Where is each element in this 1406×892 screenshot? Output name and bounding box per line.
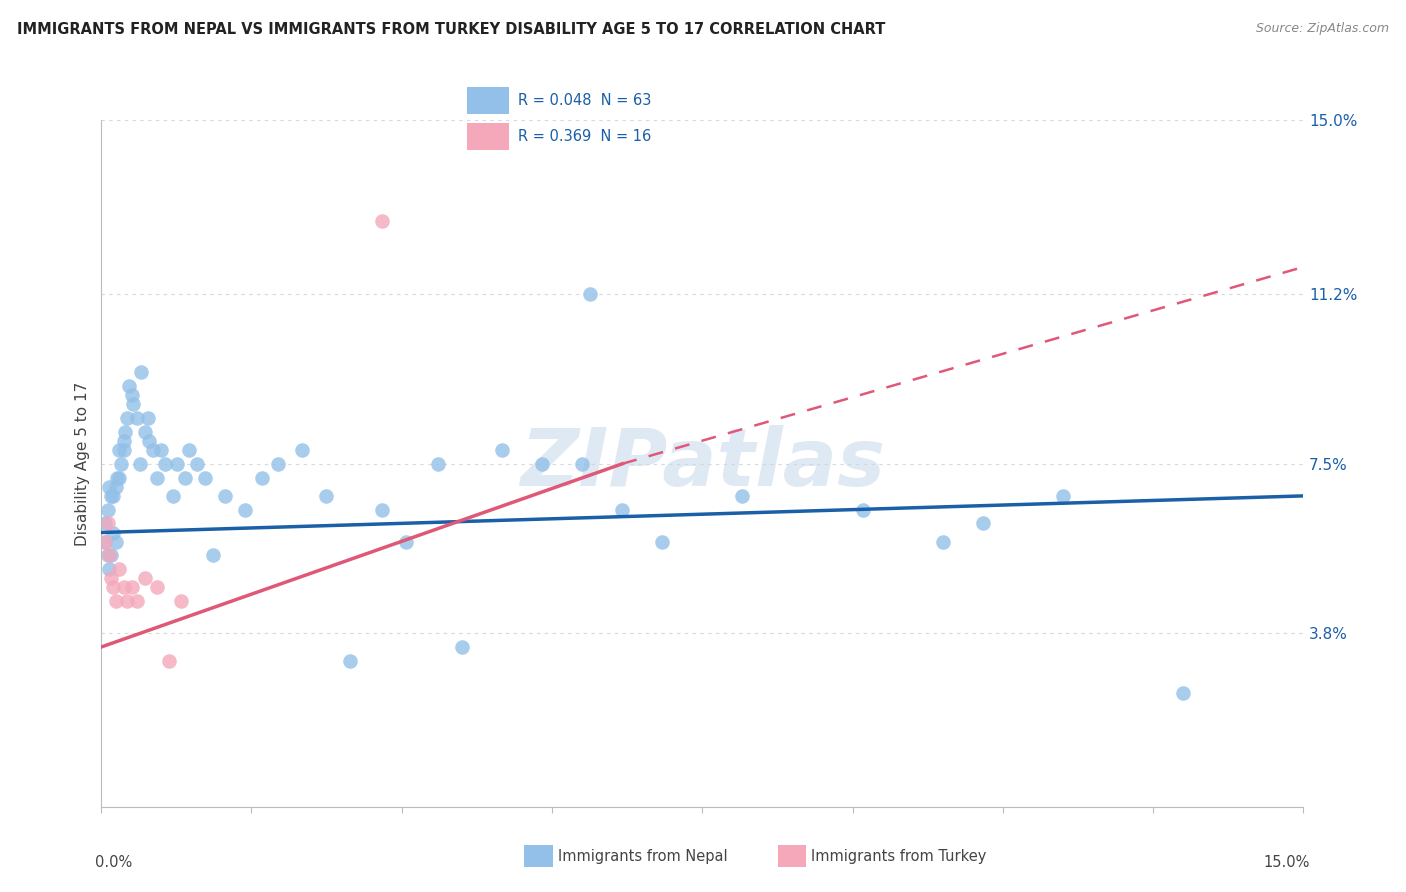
Point xyxy=(194,470,217,484)
Point xyxy=(104,480,127,494)
Point xyxy=(94,516,117,531)
Point xyxy=(115,594,138,608)
Point xyxy=(451,640,474,654)
Text: R = 0.048  N = 63: R = 0.048 N = 63 xyxy=(519,93,652,108)
Point xyxy=(235,502,257,516)
Point xyxy=(112,443,135,458)
Point xyxy=(100,489,122,503)
Text: ZIPatlas: ZIPatlas xyxy=(520,425,884,503)
Point xyxy=(115,411,138,425)
Point xyxy=(108,443,131,458)
FancyBboxPatch shape xyxy=(467,87,509,113)
Point xyxy=(491,443,513,458)
Point xyxy=(118,379,141,393)
Point xyxy=(94,534,117,549)
Point xyxy=(1052,489,1074,503)
Point xyxy=(1173,686,1195,700)
Point xyxy=(266,457,288,471)
Point xyxy=(104,594,127,608)
FancyBboxPatch shape xyxy=(467,123,509,150)
Point xyxy=(166,457,188,471)
Point xyxy=(105,470,128,484)
Point xyxy=(97,502,120,516)
Text: Immigrants from Nepal: Immigrants from Nepal xyxy=(558,849,728,863)
Point xyxy=(250,470,273,484)
Point xyxy=(571,457,593,471)
Point xyxy=(114,425,136,439)
Point xyxy=(852,502,875,516)
Point xyxy=(110,457,132,471)
Point xyxy=(136,411,159,425)
Point xyxy=(127,594,149,608)
Point xyxy=(121,581,143,595)
Point xyxy=(97,516,120,531)
Point xyxy=(932,534,955,549)
Text: Immigrants from Turkey: Immigrants from Turkey xyxy=(811,849,987,863)
Text: 0.0%: 0.0% xyxy=(96,855,132,871)
Point xyxy=(103,489,125,503)
Point xyxy=(122,397,145,411)
Point xyxy=(972,516,994,531)
Text: IMMIGRANTS FROM NEPAL VS IMMIGRANTS FROM TURKEY DISABILITY AGE 5 TO 17 CORRELATI: IMMIGRANTS FROM NEPAL VS IMMIGRANTS FROM… xyxy=(17,22,886,37)
Point xyxy=(100,549,122,563)
Point xyxy=(146,470,169,484)
Point xyxy=(98,549,121,563)
Point xyxy=(94,534,117,549)
Point xyxy=(108,470,131,484)
Point xyxy=(121,388,143,402)
Point xyxy=(162,489,184,503)
Y-axis label: Disability Age 5 to 17: Disability Age 5 to 17 xyxy=(75,382,90,546)
Point xyxy=(291,443,314,458)
Point xyxy=(134,425,156,439)
Point xyxy=(108,562,131,576)
Point xyxy=(134,571,156,585)
Point xyxy=(138,434,160,448)
Point xyxy=(315,489,337,503)
Text: R = 0.369  N = 16: R = 0.369 N = 16 xyxy=(519,129,651,145)
Point xyxy=(371,214,394,228)
Point xyxy=(531,457,554,471)
Point xyxy=(157,654,180,668)
Point xyxy=(150,443,173,458)
Point xyxy=(104,534,127,549)
Point xyxy=(395,534,418,549)
Point xyxy=(612,502,634,516)
Point xyxy=(103,525,125,540)
Point xyxy=(127,411,149,425)
Point xyxy=(371,502,394,516)
Point xyxy=(426,457,449,471)
Point xyxy=(202,549,225,563)
Point xyxy=(97,549,120,563)
Point xyxy=(170,594,193,608)
Point xyxy=(112,434,135,448)
Point xyxy=(112,581,135,595)
Point xyxy=(131,365,153,379)
Point xyxy=(100,571,122,585)
Point xyxy=(98,562,121,576)
Point xyxy=(98,480,121,494)
Point xyxy=(579,287,602,301)
Text: Source: ZipAtlas.com: Source: ZipAtlas.com xyxy=(1256,22,1389,36)
Point xyxy=(174,470,197,484)
Point xyxy=(186,457,208,471)
Point xyxy=(128,457,150,471)
Point xyxy=(142,443,165,458)
Point xyxy=(214,489,236,503)
Point xyxy=(146,581,169,595)
Text: 15.0%: 15.0% xyxy=(1263,855,1309,871)
Point xyxy=(731,489,754,503)
Point xyxy=(339,654,361,668)
Point xyxy=(155,457,177,471)
Point xyxy=(651,534,673,549)
Point xyxy=(103,581,125,595)
Point xyxy=(179,443,201,458)
